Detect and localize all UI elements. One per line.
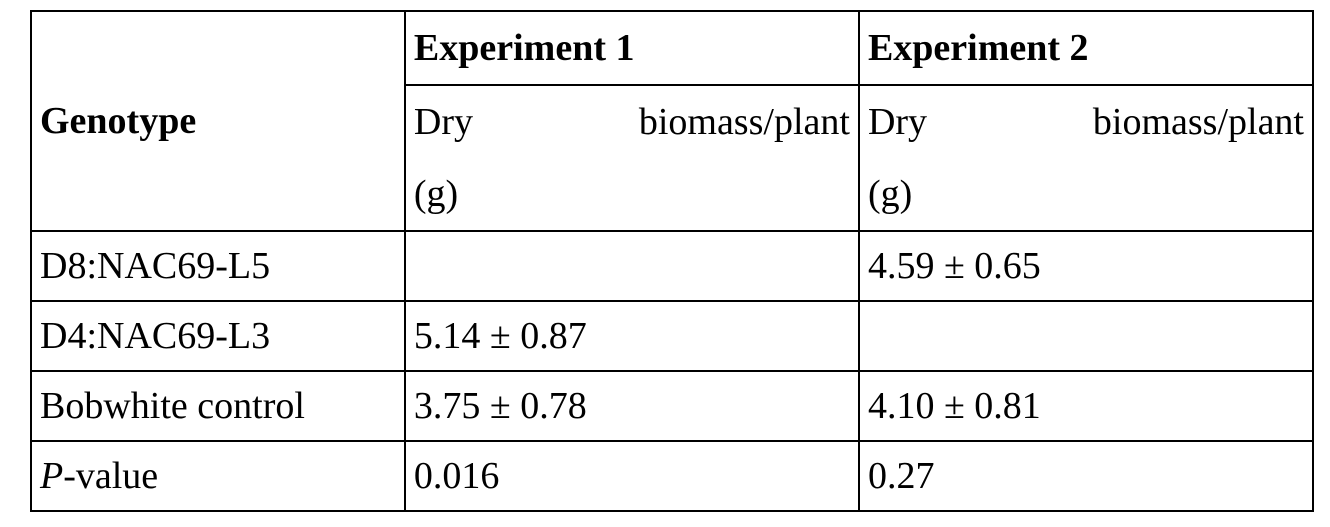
pvalue-label-italic: P [40,455,63,497]
genotype-cell: Bobwhite control [31,371,405,441]
subheader-line: Dry biomass/plant [414,86,850,158]
exp2-cell [859,301,1313,371]
experiment-2-subheader: Dry biomass/plant (g) [859,85,1313,231]
subheader-unit: (g) [414,158,850,230]
pvalue-exp2: 0.27 [859,441,1313,511]
experiment-1-header: Experiment 1 [405,11,859,85]
pvalue-exp1: 0.016 [405,441,859,511]
subheader-word-dry: Dry [414,86,473,158]
experiment-1-subheader: Dry biomass/plant (g) [405,85,859,231]
experiment-2-header: Experiment 2 [859,11,1313,85]
subheader-word-dry: Dry [868,86,927,158]
table-row: D4:NAC69-L3 5.14 ± 0.87 [31,301,1313,371]
biomass-table: Genotype Experiment 1 Experiment 2 Dry b… [30,10,1314,512]
genotype-cell: D4:NAC69-L3 [31,301,405,371]
exp1-cell: 3.75 ± 0.78 [405,371,859,441]
pvalue-label: P-value [31,441,405,511]
table-row: D8:NAC69-L5 4.59 ± 0.65 [31,231,1313,301]
subheader-word-biomass: biomass/plant [639,86,850,158]
pvalue-label-rest: -value [63,455,158,497]
exp1-cell: 5.14 ± 0.87 [405,301,859,371]
exp2-cell: 4.59 ± 0.65 [859,231,1313,301]
pvalue-row: P-value 0.016 0.27 [31,441,1313,511]
subheader-line: Dry biomass/plant [868,86,1304,158]
genotype-cell: D8:NAC69-L5 [31,231,405,301]
subheader-unit: (g) [868,158,1304,230]
exp1-cell [405,231,859,301]
table-row: Bobwhite control 3.75 ± 0.78 4.10 ± 0.81 [31,371,1313,441]
subheader-word-biomass: biomass/plant [1093,86,1304,158]
header-row: Genotype Experiment 1 Experiment 2 [31,11,1313,85]
genotype-header: Genotype [31,11,405,231]
exp2-cell: 4.10 ± 0.81 [859,371,1313,441]
